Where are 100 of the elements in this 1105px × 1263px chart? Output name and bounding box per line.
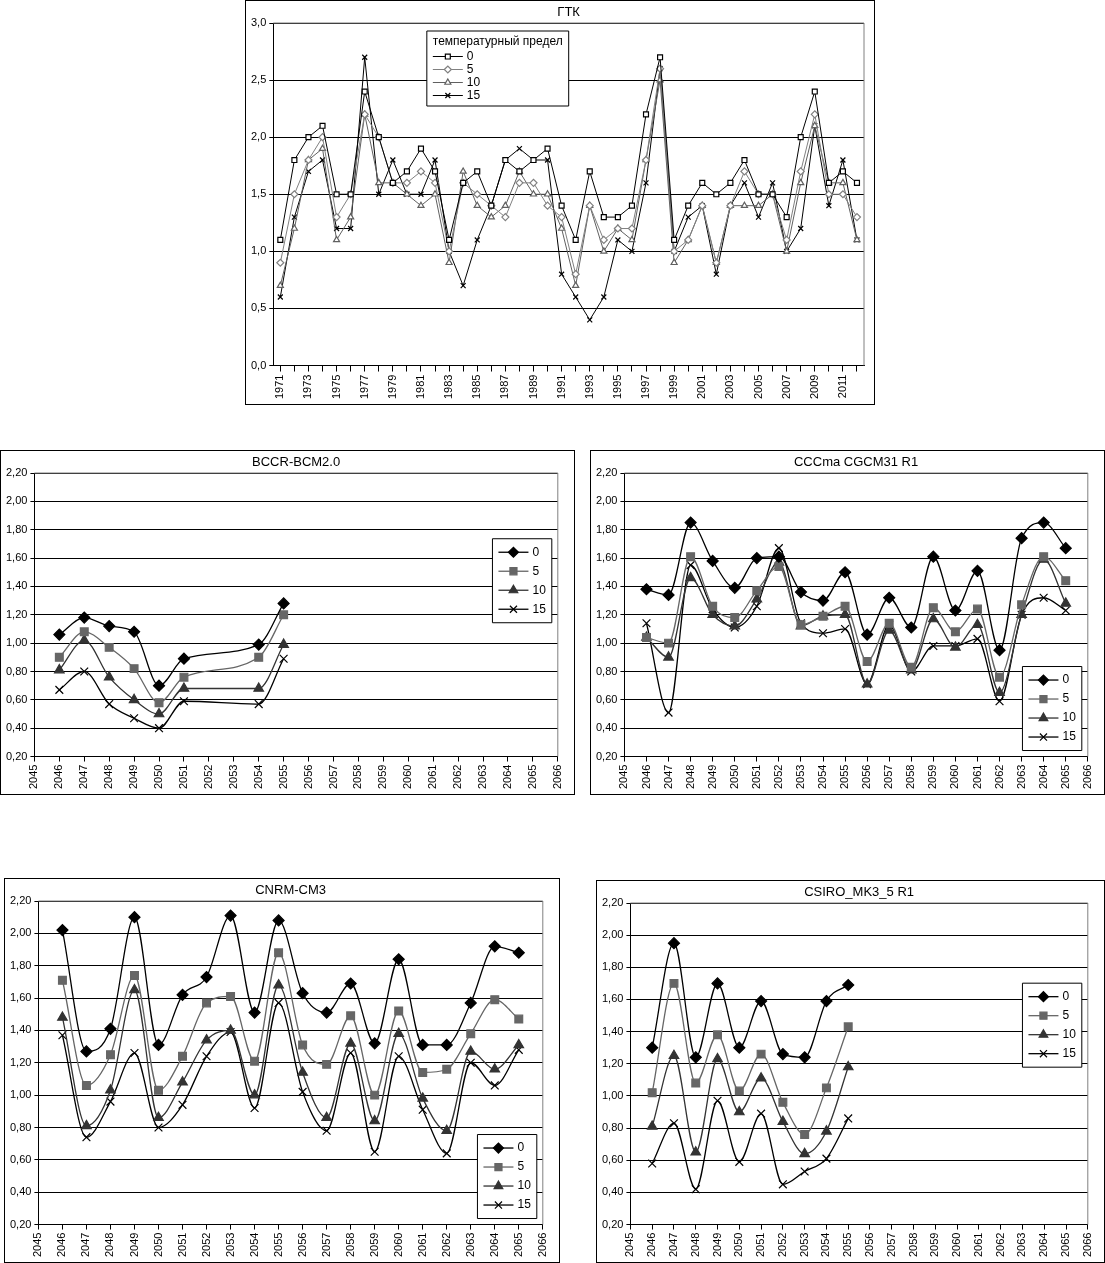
x-tick-label: 2064 [1037,1232,1050,1258]
y-tick-label: 0,40 [9,1185,32,1198]
legend-label: 15 [466,87,481,102]
y-tick-label: 2,0 [250,130,267,143]
x-tick-label: 2065 [511,1232,524,1258]
x-tick-label: 2005 [751,374,764,400]
y-tick-label: 0,60 [601,1153,624,1166]
x-tick-label: 2060 [391,1232,404,1258]
x-tick-label: 2047 [661,764,674,790]
chart-title: CCCma CGCM31 R1 [793,454,919,470]
legend-label: 0 [532,544,540,559]
y-tick-label: 1,60 [5,551,28,564]
x-tick-label: 2052 [199,1232,212,1258]
y-tick-label: 1,20 [601,1056,624,1069]
x-tick-label: 2007 [779,374,792,400]
x-tick-label: 2049 [127,1232,140,1258]
y-tick-label: 2,20 [595,466,618,479]
y-tick-label: 1,80 [9,958,32,971]
x-tick-label: 2059 [928,1232,941,1258]
y-tick-label: 0,60 [5,692,28,705]
x-tick-label: 2055 [276,764,289,790]
x-tick-label: 2052 [775,1232,788,1258]
x-tick-label: 2003 [723,374,736,400]
x-tick-label: 2050 [732,1232,745,1258]
x-tick-label: 2061 [970,764,983,790]
y-tick-label: 1,20 [9,1055,32,1068]
y-tick-label: 1,80 [5,522,28,535]
x-tick-label: 2055 [271,1232,284,1258]
x-tick-label: 2052 [201,764,214,790]
x-tick-label: 2053 [793,764,806,790]
y-tick-label: 1,00 [9,1088,32,1101]
x-tick-label: 2066 [1080,764,1093,790]
y-tick-label: 1,00 [5,636,28,649]
legend-label: 5 [532,563,540,578]
x-tick-label: 2061 [426,764,439,790]
legend-label: 0 [466,48,474,63]
x-tick-label: 2065 [525,764,538,790]
x-tick-label: 2049 [710,1232,723,1258]
x-tick-label: 1983 [442,374,455,400]
x-tick-label: 2045 [31,1232,44,1258]
chart-title: ГТК [557,4,581,20]
x-tick-label: 1989 [526,374,539,400]
chart-title: CNRM-CM3 [255,882,326,898]
x-tick-label: 2046 [645,1232,658,1258]
x-tick-label: 2065 [1059,1232,1072,1258]
y-tick-label: 0,20 [9,1217,32,1230]
x-tick-label: 1975 [329,374,342,400]
x-tick-label: 2048 [688,1232,701,1258]
legend-label: 10 [532,582,547,597]
x-tick-label: 2001 [695,374,708,400]
x-tick-label: 2063 [476,764,489,790]
legend-label: 5 [1062,691,1070,706]
x-tick-label: 2051 [754,1232,767,1258]
legend-label: 10 [1062,710,1077,725]
x-tick-label: 1977 [357,374,370,400]
y-tick-label: 2,00 [595,494,618,507]
x-tick-label: 2054 [816,764,829,790]
x-tick-label: 2062 [451,764,464,790]
y-tick-label: 0,80 [9,1120,32,1133]
x-tick-label: 2009 [807,374,820,400]
x-tick-label: 2058 [343,1232,356,1258]
x-tick-label: 1987 [498,374,511,400]
x-tick-label: 2054 [251,764,264,790]
y-tick-label: 1,5 [250,187,267,200]
x-tick-label: 2051 [749,764,762,790]
x-tick-label: 1973 [301,374,314,400]
legend-label: 5 [517,1159,525,1174]
x-tick-label: 2059 [926,764,939,790]
y-tick-label: 2,5 [250,73,267,86]
y-tick-label: 2,00 [9,926,32,939]
y-tick-label: 1,40 [595,579,618,592]
x-tick-label: 2060 [950,1232,963,1258]
x-tick-label: 2057 [326,764,339,790]
x-tick-label: 2062 [993,1232,1006,1258]
x-tick-label: 2066 [535,1232,548,1258]
x-tick-label: 2048 [103,1232,116,1258]
x-tick-label: 1993 [582,374,595,400]
y-tick-label: 2,00 [5,494,28,507]
x-tick-label: 2059 [367,1232,380,1258]
x-tick-label: 2053 [226,764,239,790]
x-tick-label: 2045 [623,1232,636,1258]
x-tick-label: 2063 [463,1232,476,1258]
x-tick-label: 2062 [439,1232,452,1258]
x-tick-label: 2055 [841,1232,854,1258]
x-tick-label: 2047 [667,1232,679,1258]
y-tick-label: 1,60 [9,991,32,1004]
y-tick-label: 1,40 [5,579,28,592]
x-tick-label: 2060 [401,764,414,790]
x-tick-label: 1979 [385,374,398,400]
x-tick-label: 2051 [176,764,189,790]
x-tick-label: 2045 [27,764,40,790]
x-tick-label: 2057 [884,1232,897,1258]
y-tick-label: 1,20 [5,607,28,620]
x-tick-label: 2057 [882,764,895,790]
y-tick-label: 2,20 [601,896,624,909]
x-tick-label: 2054 [247,1232,260,1258]
y-tick-label: 3,0 [250,16,267,29]
x-tick-label: 2056 [301,764,314,790]
x-tick-label: 1985 [470,374,483,400]
x-tick-label: 2056 [295,1232,308,1258]
